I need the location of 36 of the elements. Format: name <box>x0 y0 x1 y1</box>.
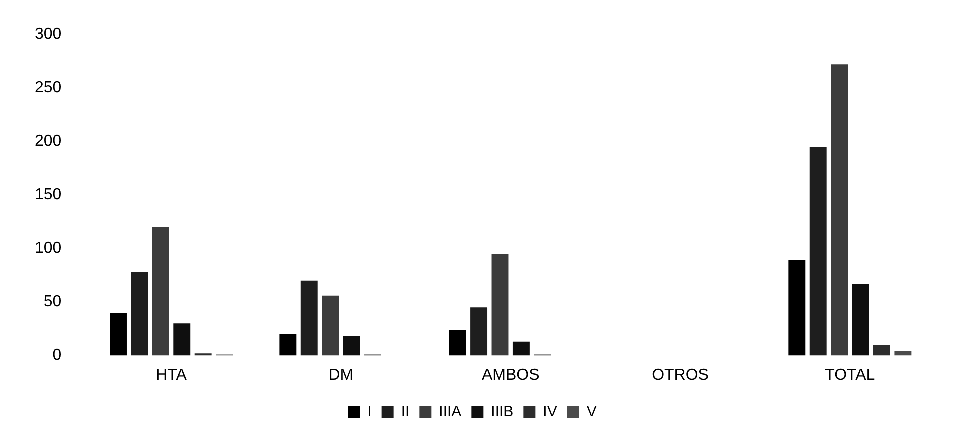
bar <box>852 284 870 356</box>
y-tick-label: 100 <box>34 240 62 258</box>
y-tick-label: 300 <box>34 26 62 44</box>
x-tick-label: TOTAL <box>825 366 876 384</box>
y-tick-label: 200 <box>34 133 62 150</box>
x-tick-label: HTA <box>156 366 188 384</box>
bar <box>894 352 912 356</box>
bar <box>810 147 827 356</box>
bar <box>449 330 466 356</box>
legend-label: I <box>368 404 372 421</box>
y-tick-label: 150 <box>34 186 62 204</box>
bar <box>110 312 127 356</box>
bar <box>343 336 360 356</box>
legend-label: IIIB <box>491 404 514 421</box>
y-tick-label: 250 <box>34 80 62 97</box>
y-tick-label: 0 <box>52 347 62 364</box>
bar <box>874 345 890 356</box>
legend-label: V <box>586 404 597 421</box>
bar <box>470 308 488 356</box>
bar <box>492 254 509 356</box>
legend-label: II <box>401 404 410 421</box>
x-tick-label: AMBOS <box>482 366 540 384</box>
bar <box>300 280 318 356</box>
bar <box>174 324 191 356</box>
x-tick-label: OTROS <box>652 366 709 384</box>
bar <box>788 260 806 356</box>
bar <box>280 334 297 356</box>
y-tick-label: 50 <box>44 294 62 311</box>
bar <box>512 342 530 356</box>
x-tick-label: DM <box>328 366 354 384</box>
bar <box>322 296 340 356</box>
bar <box>152 227 170 356</box>
legend-label: IIIA <box>439 404 462 421</box>
bar <box>831 64 848 356</box>
bar <box>131 272 148 356</box>
legend-label: IV <box>543 404 558 421</box>
